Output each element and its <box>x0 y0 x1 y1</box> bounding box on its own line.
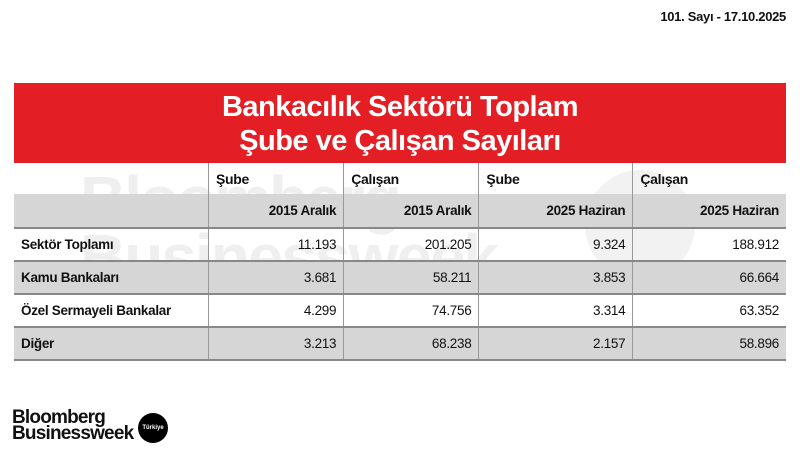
cell: 3.213 <box>207 327 344 361</box>
title-banner: Bankacılık Sektörü Toplam Şube ve Çalışa… <box>14 83 786 163</box>
header-row-period: 2015 Aralık 2015 Aralık 2025 Haziran 202… <box>14 194 786 229</box>
header-cell: 2025 Haziran <box>632 194 786 229</box>
turkiye-badge: Türkiye <box>138 413 168 443</box>
header-cell: Çalışan <box>343 163 479 194</box>
table-row: Kamu Bankaları 3.681 58.211 3.853 66.664 <box>14 261 786 295</box>
cell: 188.912 <box>632 228 786 262</box>
row-label: Sektör Toplamı <box>14 228 209 262</box>
brand-logo: Bloomberg Businessweek <box>12 407 134 444</box>
header-row-metric: Şube Çalışan Şube Çalışan <box>14 163 786 194</box>
cell: 66.664 <box>632 261 786 295</box>
cell: 4.299 <box>207 294 344 328</box>
title-line-2: Şube ve Çalışan Sayıları <box>239 125 561 157</box>
header-cell: Çalışan <box>632 163 786 194</box>
table-row: Diğer 3.213 68.238 2.157 58.896 <box>14 327 786 361</box>
cell: 2.157 <box>478 327 633 361</box>
table-row: Özel Sermayeli Bankalar 4.299 74.756 3.314 6… <box>14 294 786 328</box>
cell: 68.238 <box>343 327 479 361</box>
row-label: Özel Sermayeli Bankalar <box>14 294 209 328</box>
cell: 9.324 <box>478 228 633 262</box>
cell: 58.896 <box>632 327 786 361</box>
cell: 201.205 <box>343 228 479 262</box>
cell: 11.193 <box>207 228 344 262</box>
table-row: Sektör Toplamı 11.193 201.205 9.324 188.912 <box>14 228 786 262</box>
cell: 3.853 <box>478 261 633 295</box>
cell: 58.211 <box>343 261 479 295</box>
cell: 3.314 <box>478 294 633 328</box>
header-cell: 2015 Aralık <box>207 194 344 229</box>
cell: 74.756 <box>343 294 479 328</box>
data-table: Şube Çalışan Şube Çalışan 2015 Aralık 20… <box>14 163 786 361</box>
row-label: Kamu Bankaları <box>14 261 209 295</box>
issue-date: 101. Sayı - 17.10.2025 <box>660 9 786 24</box>
cell: 3.681 <box>207 261 344 295</box>
cell: 63.352 <box>632 294 786 328</box>
header-cell: 2025 Haziran <box>478 194 633 229</box>
header-cell: Şube <box>478 163 633 194</box>
title-line-1: Bankacılık Sektörü Toplam <box>221 91 579 123</box>
row-label: Diğer <box>14 327 209 361</box>
header-cell: Şube <box>207 163 344 194</box>
header-cell: 2015 Aralık <box>343 194 479 229</box>
